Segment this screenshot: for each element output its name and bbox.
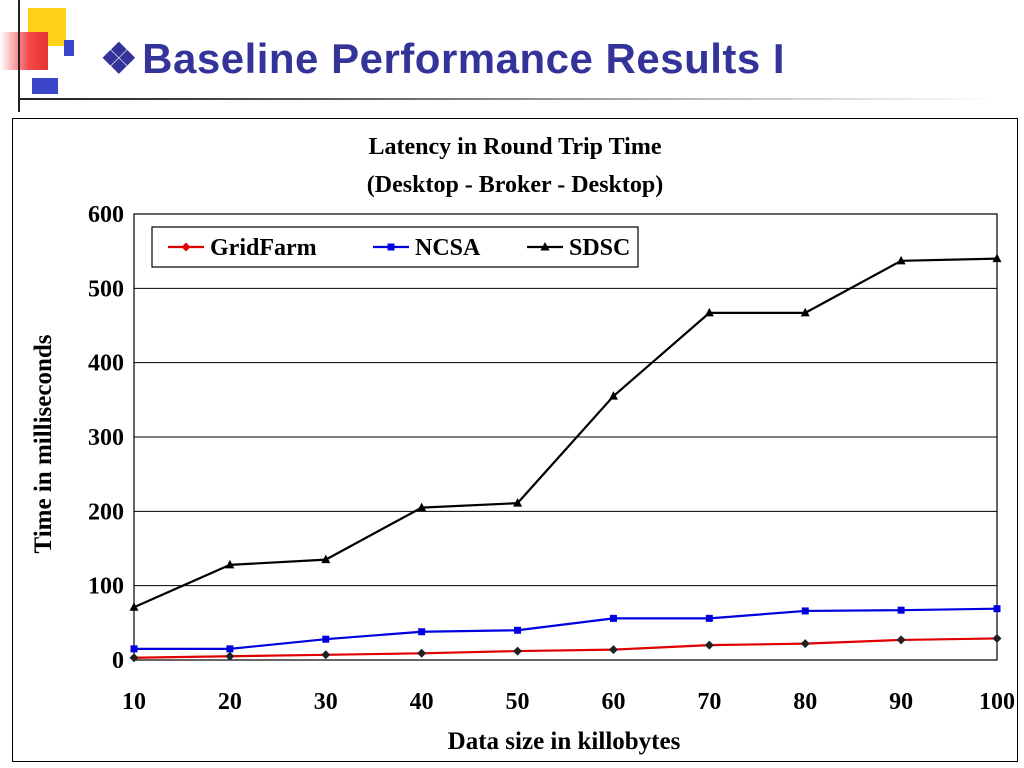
data-point-ncsa <box>609 614 617 622</box>
latency-line-chart: Latency in Round Trip Time (Desktop - Br… <box>30 134 1015 755</box>
series-sdsc <box>129 253 1002 611</box>
series-ncsa <box>130 605 1001 653</box>
data-point-ncsa <box>514 626 522 634</box>
x-tick-label: 100 <box>979 689 1015 715</box>
x-tick-label: 70 <box>697 689 721 715</box>
y-tick-label: 500 <box>88 276 124 302</box>
slide-title: ❖Baseline Performance Results I <box>100 34 785 83</box>
data-point-gridfarm <box>992 633 1002 643</box>
data-point-gridfarm <box>225 651 235 661</box>
y-tick-label: 100 <box>88 574 124 600</box>
legend-item-gridfarm: GridFarm <box>168 235 317 261</box>
series-lines <box>129 253 1002 663</box>
x-tick-label: 40 <box>410 689 434 715</box>
chart-subtitle: (Desktop - Broker - Desktop) <box>367 172 663 198</box>
y-tick-label: 600 <box>88 202 124 228</box>
data-point-gridfarm <box>896 635 906 645</box>
data-point-gridfarm <box>417 648 427 658</box>
legend-items: GridFarm NCSA SDSC <box>168 235 630 261</box>
x-tick-label: 90 <box>889 689 913 715</box>
series-line-ncsa <box>134 607 998 650</box>
series-line-gridfarm <box>133 637 998 659</box>
data-point-gridfarm <box>704 640 714 650</box>
slide-title-text: Baseline Performance Results I <box>142 35 786 82</box>
data-point-gridfarm <box>608 645 618 655</box>
y-tick-label: 200 <box>88 499 124 525</box>
data-point-gridfarm <box>129 653 139 663</box>
data-point-gridfarm <box>321 650 331 660</box>
data-point-ncsa <box>801 607 809 615</box>
plot-area <box>133 213 998 661</box>
x-axis-label: Data size in killobytes <box>448 728 681 755</box>
legend-marker-gridfarm <box>181 242 191 252</box>
legend-label-gridfarm: GridFarm <box>210 235 317 261</box>
y-tick-label: 0 <box>112 648 124 674</box>
data-point-sdsc <box>321 554 331 564</box>
data-point-sdsc <box>129 602 139 611</box>
data-point-sdsc <box>704 307 714 317</box>
x-tick-label: 60 <box>601 689 625 715</box>
diamond-bullet-icon: ❖ <box>100 35 139 82</box>
data-point-sdsc <box>800 307 810 317</box>
y-axis-ticks: 0 100 200 300 400 500 600 <box>88 202 124 674</box>
legend-item-ncsa: NCSA <box>373 235 481 261</box>
data-point-ncsa <box>226 645 234 653</box>
data-point-ncsa <box>705 614 713 622</box>
x-tick-label: 20 <box>218 689 242 715</box>
chart-legend: GridFarm NCSA SDSC <box>151 226 639 268</box>
decorative-blue-block <box>32 78 58 94</box>
data-point-gridfarm <box>800 639 810 649</box>
data-point-sdsc <box>513 498 523 507</box>
series-line-sdsc <box>133 257 998 609</box>
x-tick-label: 80 <box>793 689 817 715</box>
data-point-sdsc <box>417 502 427 512</box>
gridlines <box>134 287 997 587</box>
chart-frame: Latency in Round Trip Time (Desktop - Br… <box>12 118 1018 762</box>
data-point-gridfarm <box>513 646 523 656</box>
y-tick-label: 400 <box>88 351 124 377</box>
data-point-ncsa <box>993 605 1001 613</box>
x-tick-label: 50 <box>506 689 530 715</box>
x-tick-label: 10 <box>122 689 146 715</box>
decorative-vertical-line <box>18 0 20 112</box>
legend-marker-ncsa <box>387 243 395 251</box>
legend-label-ncsa: NCSA <box>415 235 481 261</box>
data-point-ncsa <box>418 628 426 636</box>
chart-title: Latency in Round Trip Time <box>369 134 662 160</box>
data-point-ncsa <box>130 645 138 653</box>
data-point-sdsc <box>225 559 235 569</box>
y-axis-label: Time in milliseconds <box>30 334 57 553</box>
decorative-blue-square <box>64 40 74 56</box>
x-tick-label: 30 <box>314 689 338 715</box>
data-point-sdsc <box>608 391 618 400</box>
data-point-ncsa <box>322 635 330 643</box>
slide-header: ❖Baseline Performance Results I <box>0 0 1024 118</box>
data-point-sdsc <box>992 253 1002 263</box>
data-point-sdsc <box>896 255 906 265</box>
data-point-ncsa <box>897 606 905 614</box>
decorative-red-block <box>0 32 48 70</box>
x-axis-ticks: 10 20 30 40 50 60 70 80 90 100 <box>122 689 1015 715</box>
y-tick-label: 300 <box>88 425 124 451</box>
legend-label-sdsc: SDSC <box>569 235 630 261</box>
legend-item-sdsc: SDSC <box>527 235 630 261</box>
decorative-horizontal-line <box>18 98 998 100</box>
series-gridfarm <box>129 633 1002 663</box>
legend-marker-sdsc <box>540 242 550 251</box>
